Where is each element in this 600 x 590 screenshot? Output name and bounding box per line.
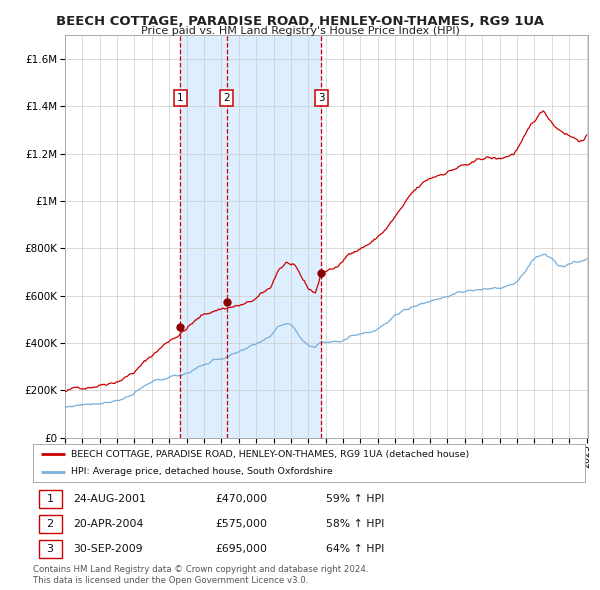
Text: HPI: Average price, detached house, South Oxfordshire: HPI: Average price, detached house, Sout… [71,467,332,476]
FancyBboxPatch shape [38,515,62,533]
Text: 58% ↑ HPI: 58% ↑ HPI [326,519,384,529]
Text: 20-APR-2004: 20-APR-2004 [73,519,143,529]
Text: BEECH COTTAGE, PARADISE ROAD, HENLEY-ON-THAMES, RG9 1UA (detached house): BEECH COTTAGE, PARADISE ROAD, HENLEY-ON-… [71,450,469,458]
Text: 59% ↑ HPI: 59% ↑ HPI [326,494,384,504]
Text: 24-AUG-2001: 24-AUG-2001 [73,494,146,504]
Bar [181,35,322,438]
Text: 30-SEP-2009: 30-SEP-2009 [73,544,142,554]
Text: £695,000: £695,000 [215,544,267,554]
Text: 3: 3 [47,544,53,554]
FancyBboxPatch shape [38,540,62,558]
Text: 2: 2 [223,93,230,103]
Text: 3: 3 [318,93,325,103]
FancyBboxPatch shape [38,490,62,508]
Text: 1: 1 [177,93,184,103]
Text: BEECH COTTAGE, PARADISE ROAD, HENLEY-ON-THAMES, RG9 1UA: BEECH COTTAGE, PARADISE ROAD, HENLEY-ON-… [56,15,544,28]
Text: 64% ↑ HPI: 64% ↑ HPI [326,544,384,554]
Text: Contains HM Land Registry data © Crown copyright and database right 2024.
This d: Contains HM Land Registry data © Crown c… [33,565,368,585]
Text: Price paid vs. HM Land Registry's House Price Index (HPI): Price paid vs. HM Land Registry's House … [140,26,460,36]
Text: £470,000: £470,000 [215,494,267,504]
Text: 2: 2 [47,519,53,529]
Text: 1: 1 [47,494,53,504]
Text: £575,000: £575,000 [215,519,267,529]
